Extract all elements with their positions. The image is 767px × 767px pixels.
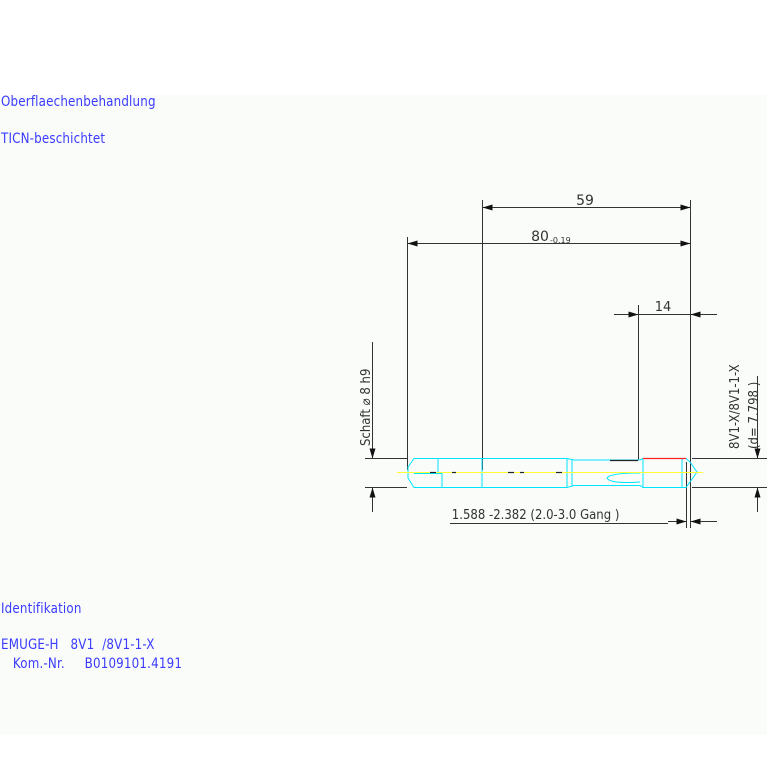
surface-treatment-heading: Oberflaechenbehandlung: [1, 94, 156, 110]
pitch-label: 1.588 -2.382 (2.0-3.0 Gang ): [452, 507, 620, 522]
thread-designation-label: 8V1-X/8V1-1-X: [727, 364, 742, 449]
identification-line-2: Kom.-Nr. B0109101.4191: [1, 656, 183, 672]
hidden-lines: [430, 459, 638, 474]
dimension-80-tolerance: -0.19: [550, 236, 571, 245]
dimension-59-label: 59: [576, 193, 594, 209]
thread-diameter-label: (d= 7.798 ): [746, 382, 761, 449]
identification-line-1: EMUGE-H 8V1 /8V1-1-X: [1, 637, 155, 653]
dimension-80-label: 80: [531, 229, 549, 245]
shank-diameter-label: Schaft ⌀ 8 h9: [358, 369, 373, 446]
drawing-sheet: [0, 95, 767, 735]
dimension-14-label: 14: [655, 300, 672, 315]
identification-heading: Identifikation: [1, 601, 82, 617]
surface-treatment-value: TICN-beschichtet: [1, 131, 106, 147]
